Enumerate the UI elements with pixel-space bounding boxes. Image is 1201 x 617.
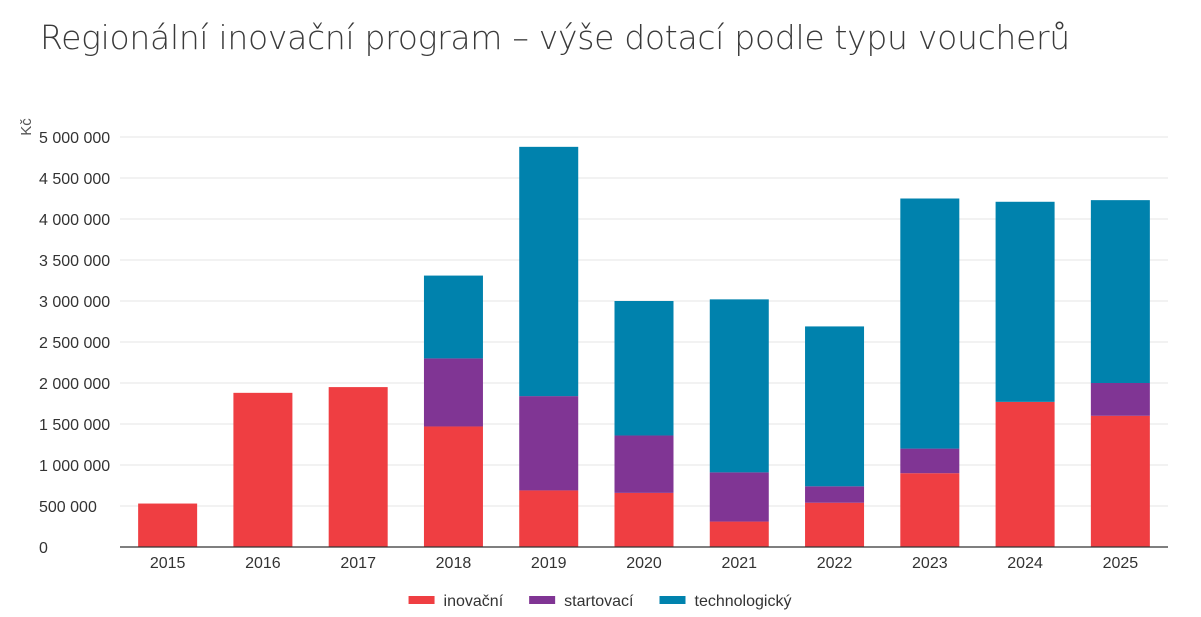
bar-segment (709, 521, 769, 547)
x-tick-label: 2019 (531, 555, 567, 572)
y-tick-label: 1 000 000 (39, 458, 110, 475)
bar-segment (614, 492, 674, 547)
bar-segment (614, 435, 674, 493)
y-tick-label: 0 (39, 540, 48, 557)
bar-segment (900, 198, 960, 449)
bar-segment (1090, 383, 1150, 416)
bar-segment (423, 358, 483, 427)
y-tick-label: 4 500 000 (39, 171, 110, 188)
bar-segment (328, 387, 388, 547)
legend-label: inovační (444, 593, 504, 610)
y-tick-label: 4 000 000 (39, 212, 110, 229)
bar-segment (709, 299, 769, 473)
legend-swatch (529, 596, 556, 604)
y-tick-label: 500 000 (39, 499, 97, 516)
bar-segment (138, 503, 198, 547)
x-tick-label: 2015 (150, 555, 186, 572)
bar-segment (1090, 200, 1150, 383)
bar-segment (423, 426, 483, 547)
legend-label: technologický (695, 593, 792, 610)
legend-swatch (408, 596, 435, 604)
x-tick-label: 2022 (817, 555, 853, 572)
bar-segment (995, 201, 1055, 402)
bar-segment (519, 396, 579, 491)
y-tick-label: 5 000 000 (39, 130, 110, 147)
bar-segment (1090, 415, 1150, 547)
chart-title: Regionální inovační program – výše dotac… (40, 18, 1070, 57)
legend: inovační startovací technologický (408, 593, 792, 610)
legend-swatch (659, 596, 686, 604)
bar-segment (614, 301, 674, 436)
x-tick-labels: 2015 2016 2017 2018 2019 2020 2021 2022 2023 2024… (150, 555, 1138, 572)
bar-segment (519, 146, 579, 397)
bar-segment (423, 275, 483, 359)
y-tick-label: 1 500 000 (39, 417, 110, 434)
y-tick-label: 3 500 000 (39, 253, 110, 270)
x-tick-label: 2018 (436, 555, 472, 572)
bar-segment (805, 502, 865, 547)
legend-label: startovací (564, 593, 634, 610)
y-tick-labels: 0 500 000 1 000 000 1 500 000 2 000 000 2 500… (39, 130, 110, 557)
x-tick-label: 2023 (912, 555, 948, 572)
x-tick-label: 2025 (1103, 555, 1139, 572)
bar-segment (995, 401, 1055, 547)
bar-segment (805, 326, 865, 487)
y-tick-label: 2 500 000 (39, 335, 110, 352)
x-tick-label: 2017 (340, 555, 376, 572)
x-tick-label: 2021 (721, 555, 757, 572)
y-axis-label: Kč (18, 118, 35, 136)
x-tick-label: 2016 (245, 555, 281, 572)
x-tick-label: 2020 (626, 555, 662, 572)
bar-segment (900, 448, 960, 474)
bar-segment (519, 490, 579, 547)
bars (138, 146, 1150, 547)
x-tick-label: 2024 (1007, 555, 1043, 572)
bar-segment (233, 392, 293, 547)
y-tick-label: 3 000 000 (39, 294, 110, 311)
bar-segment (709, 472, 769, 522)
y-tick-label: 2 000 000 (39, 376, 110, 393)
bar-segment (900, 473, 960, 547)
bar-segment (805, 486, 865, 503)
